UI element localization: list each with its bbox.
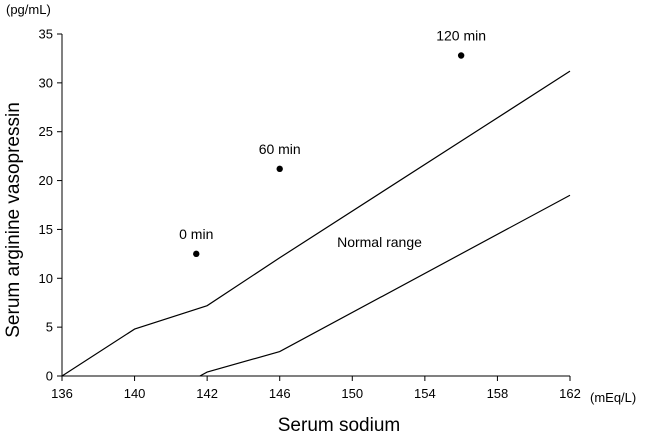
x-tick-label: 142 bbox=[196, 386, 218, 401]
x-axis-title: Serum sodium bbox=[278, 415, 401, 436]
series-layer: 0 min 60 min 120 min bbox=[61, 27, 571, 377]
y-tick-label: 35 bbox=[39, 27, 53, 42]
data-point-label: 120 min bbox=[436, 27, 486, 43]
data-point bbox=[193, 250, 200, 258]
axes bbox=[61, 34, 570, 377]
x-tick-label: 146 bbox=[269, 386, 291, 401]
y-ticks: 0 5 10 15 20 25 30 35 bbox=[39, 27, 62, 384]
y-tick-label: 25 bbox=[39, 124, 53, 139]
x-tick-label: 136 bbox=[51, 386, 73, 401]
y-tick-label: 0 bbox=[46, 369, 53, 384]
y-unit-label: (pg/mL) bbox=[6, 2, 51, 17]
x-ticks: 136 140 142 146 150 154 158 162 bbox=[51, 376, 581, 401]
normal-range-upper-line bbox=[61, 70, 571, 377]
data-point bbox=[457, 52, 465, 59]
data-point-label: 0 min bbox=[179, 226, 213, 242]
x-tick-label: 158 bbox=[487, 386, 509, 401]
y-tick-label: 30 bbox=[39, 75, 53, 90]
y-axis-title: Serum arginine vasopressin bbox=[3, 102, 24, 338]
normal-range-lower-line bbox=[199, 194, 571, 377]
y-tick-label: 15 bbox=[39, 222, 53, 237]
x-tick-label: 140 bbox=[124, 386, 146, 401]
annotation-label: Normal range bbox=[337, 234, 422, 250]
data-point-label: 60 min bbox=[259, 141, 301, 157]
y-tick-label: 5 bbox=[46, 320, 53, 335]
x-tick-label: 154 bbox=[414, 386, 436, 401]
x-tick-label: 162 bbox=[559, 386, 581, 401]
y-tick-label: 10 bbox=[39, 271, 53, 286]
x-tick-label: 150 bbox=[341, 386, 363, 401]
x-unit-label: (mEq/L) bbox=[590, 390, 636, 405]
data-point bbox=[276, 165, 283, 173]
y-tick-label: 20 bbox=[39, 173, 53, 188]
annotation-layer: Normal range bbox=[337, 234, 422, 250]
